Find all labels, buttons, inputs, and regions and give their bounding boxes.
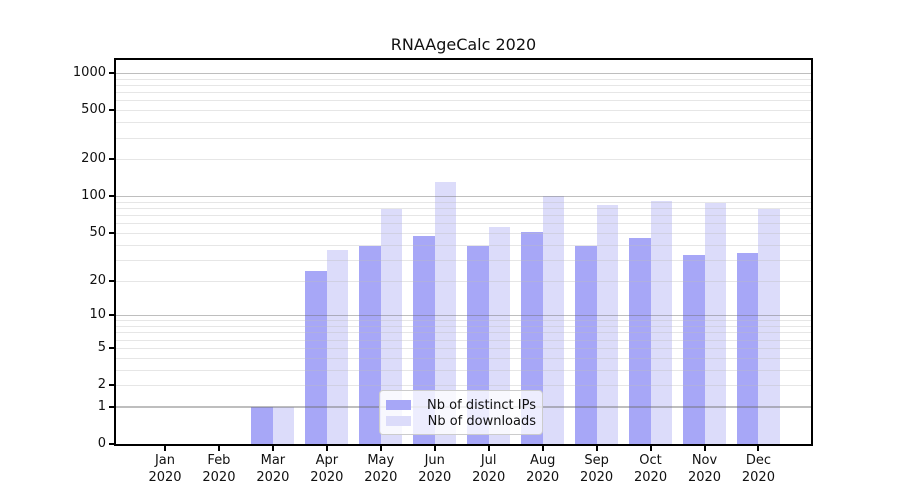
bar-distinct-ips-nov bbox=[683, 254, 705, 444]
x-tick-label-apr: Apr 2020 bbox=[310, 453, 344, 485]
x-tick-label-sep: Sep 2020 bbox=[580, 453, 614, 485]
y-tick-label-10: 10 bbox=[89, 307, 106, 323]
y-tick-label-20: 20 bbox=[89, 272, 106, 288]
x-tick-label-jul: Jul 2020 bbox=[472, 453, 506, 485]
bar-downloads-jun bbox=[434, 182, 457, 444]
bar-downloads-apr bbox=[326, 250, 349, 444]
x-tick-mark-jun bbox=[433, 446, 436, 451]
y-tick-label-1000: 1000 bbox=[72, 65, 106, 80]
bar-downloads-may bbox=[380, 208, 403, 444]
bars-layer bbox=[116, 60, 811, 444]
y-tick-mark-1 bbox=[109, 405, 114, 408]
x-tick-label-feb: Feb 2020 bbox=[202, 453, 236, 485]
y-tick-label-200: 200 bbox=[81, 151, 106, 167]
legend-item-downloads: Nb of downloads bbox=[386, 413, 536, 429]
y-tick-mark-1000 bbox=[109, 72, 114, 74]
x-tick-label-jan: Jan 2020 bbox=[148, 453, 182, 485]
y-tick-mark-200 bbox=[109, 158, 114, 161]
bar-downloads-sep bbox=[596, 204, 619, 444]
bar-downloads-dec bbox=[758, 208, 780, 444]
legend-label-downloads: Nb of downloads bbox=[427, 413, 536, 429]
y-tick-label-100: 100 bbox=[81, 188, 106, 204]
legend-label-distinct-ips: Nb of distinct IPs bbox=[427, 397, 536, 413]
y-tick-mark-0 bbox=[109, 443, 114, 445]
x-tick-label-oct: Oct 2020 bbox=[634, 453, 668, 485]
bar-distinct-ips-may bbox=[359, 245, 381, 444]
y-tick-mark-50 bbox=[109, 231, 114, 234]
y-tick-label-5: 5 bbox=[97, 339, 106, 355]
bar-distinct-ips-sep bbox=[575, 245, 597, 444]
x-tick-label-may: May 2020 bbox=[364, 453, 398, 485]
bar-distinct-ips-oct bbox=[629, 238, 651, 444]
bar-downloads-oct bbox=[650, 201, 673, 444]
x-tick-label-jun: Jun 2020 bbox=[418, 453, 452, 485]
y-tick-label-2: 2 bbox=[97, 377, 106, 392]
x-tick-mark-sep bbox=[595, 446, 598, 451]
x-tick-mark-feb bbox=[217, 446, 220, 451]
x-tick-mark-jul bbox=[487, 446, 490, 451]
y-tick-mark-100 bbox=[109, 195, 114, 198]
legend-item-distinct-ips: Nb of distinct IPs bbox=[386, 397, 536, 413]
chart-title: RNAAgeCalc 2020 bbox=[390, 35, 537, 54]
bar-downloads-nov bbox=[704, 202, 726, 444]
x-tick-mark-oct bbox=[649, 446, 652, 451]
x-tick-label-dec: Dec 2020 bbox=[741, 453, 775, 485]
y-tick-label-1: 1 bbox=[97, 398, 106, 414]
x-tick-mark-aug bbox=[541, 446, 544, 451]
x-tick-mark-nov bbox=[703, 446, 706, 451]
x-tick-label-nov: Nov 2020 bbox=[687, 453, 722, 485]
y-tick-mark-2 bbox=[109, 384, 114, 386]
bar-downloads-jul bbox=[488, 226, 511, 444]
x-tick-mark-mar bbox=[271, 446, 274, 451]
bar-downloads-mar bbox=[272, 406, 295, 444]
y-tick-mark-10 bbox=[109, 314, 114, 317]
bar-distinct-ips-dec bbox=[736, 253, 759, 444]
x-tick-mark-apr bbox=[325, 446, 328, 451]
x-tick-mark-may bbox=[379, 446, 382, 451]
y-tick-mark-500 bbox=[109, 109, 114, 112]
y-tick-label-500: 500 bbox=[81, 102, 106, 118]
bar-downloads-aug bbox=[542, 196, 565, 444]
legend-swatch-downloads bbox=[386, 416, 411, 426]
plot-area bbox=[114, 58, 813, 446]
y-tick-label-0: 0 bbox=[97, 436, 106, 451]
y-tick-label-50: 50 bbox=[89, 224, 106, 240]
bar-distinct-ips-mar bbox=[251, 406, 273, 444]
legend: Nb of distinct IPs Nb of downloads bbox=[379, 390, 543, 435]
x-tick-mark-jan bbox=[164, 446, 166, 451]
x-tick-label-mar: Mar 2020 bbox=[256, 453, 290, 485]
y-tick-mark-5 bbox=[109, 346, 114, 349]
bar-distinct-ips-apr bbox=[305, 271, 327, 444]
x-tick-label-aug: Aug 2020 bbox=[526, 453, 560, 485]
x-tick-mark-dec bbox=[757, 446, 760, 451]
legend-swatch-distinct-ips bbox=[386, 400, 411, 410]
y-tick-mark-20 bbox=[109, 279, 114, 282]
